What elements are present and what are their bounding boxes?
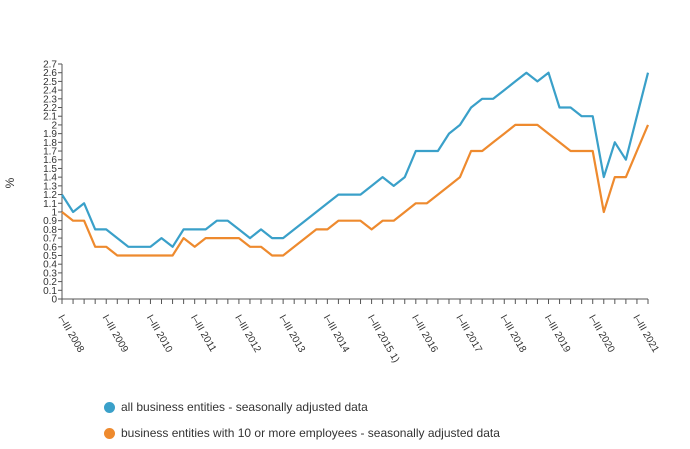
legend-marker-blue	[104, 401, 115, 413]
series-line[interactable]	[61, 123, 650, 257]
y-tick-label: 1.2	[43, 190, 57, 201]
series-layer	[61, 71, 650, 257]
y-tick-label: 1.4	[43, 173, 57, 184]
y-tick-label: 1	[51, 207, 57, 218]
x-tick-label: I–III 2015 1)	[365, 313, 401, 365]
y-tick-label: 0.1	[43, 286, 57, 297]
legend-item-10-or-more-employees[interactable]: business entities with 10 or more employ…	[104, 426, 500, 440]
y-tick-label: 1.1	[43, 199, 57, 210]
x-tick-label: I–III 2018	[498, 313, 529, 355]
y-tick-label: 2.2	[43, 103, 57, 114]
y-tick-label: 1.3	[43, 181, 57, 192]
x-axis: I–III 2008 I–III 2009 I–III 2010 I–III 2011…	[55, 298, 661, 365]
y-tick-label: 2.7	[43, 60, 57, 71]
y-tick-label: 0.7	[43, 234, 57, 245]
legend-label: all business entities - seasonally adjus…	[121, 400, 368, 414]
x-tick-label: I–III 2019	[542, 313, 573, 355]
y-tick-label: 0	[51, 295, 57, 306]
y-tick-label: 0.5	[43, 251, 57, 262]
y-tick-label: 1.8	[43, 138, 57, 149]
y-tick-label: 0.9	[43, 216, 57, 227]
y-tick-label: 2.5	[43, 77, 57, 88]
x-tick-label: I–III 2008	[55, 313, 86, 355]
x-tick-label: I–III 2013	[277, 313, 308, 355]
y-tick-label: 2.3	[43, 94, 57, 105]
y-tick-label: 0.2	[43, 277, 57, 288]
x-tick-label: I–III 2016	[409, 313, 440, 355]
x-tick-label: I–III 2011	[188, 313, 218, 354]
x-tick-label: I–III 2010	[144, 313, 175, 355]
series-line[interactable]	[61, 71, 650, 248]
y-tick-label: 2	[51, 120, 57, 131]
y-tick-label: 2.1	[43, 112, 57, 123]
x-tick-label: I–III 2020	[586, 313, 617, 355]
y-tick-label: 0.4	[43, 260, 57, 271]
x-tick-label: I–III 2017	[453, 313, 484, 355]
y-tick-label: 0.8	[43, 225, 57, 236]
x-tick-label: I–III 2021	[630, 313, 661, 355]
y-tick-label: 2.4	[43, 86, 57, 97]
legend-item-all-business-entities[interactable]: all business entities - seasonally adjus…	[104, 400, 368, 414]
x-tick-label: I–III 2009	[100, 313, 131, 355]
y-tick-label: 1.6	[43, 155, 57, 166]
y-tick-label: 1.9	[43, 129, 57, 140]
legend-marker-orange	[104, 427, 115, 439]
x-tick-label: I–III 2012	[232, 313, 263, 355]
y-tick-label: 2.6	[43, 68, 57, 79]
legend-label: business entities with 10 or more employ…	[121, 426, 500, 440]
y-tick-label: 1.5	[43, 164, 57, 175]
x-tick-label: I–III 2014	[321, 313, 352, 355]
y-tick-label: 1.7	[43, 147, 57, 158]
y-tick-label: 0.6	[43, 242, 57, 253]
y-axis: 00.10.20.30.40.50.60.70.80.911.11.21.31.…	[43, 60, 63, 306]
y-axis-label: %	[3, 177, 17, 188]
y-tick-label: 0.3	[43, 268, 57, 279]
